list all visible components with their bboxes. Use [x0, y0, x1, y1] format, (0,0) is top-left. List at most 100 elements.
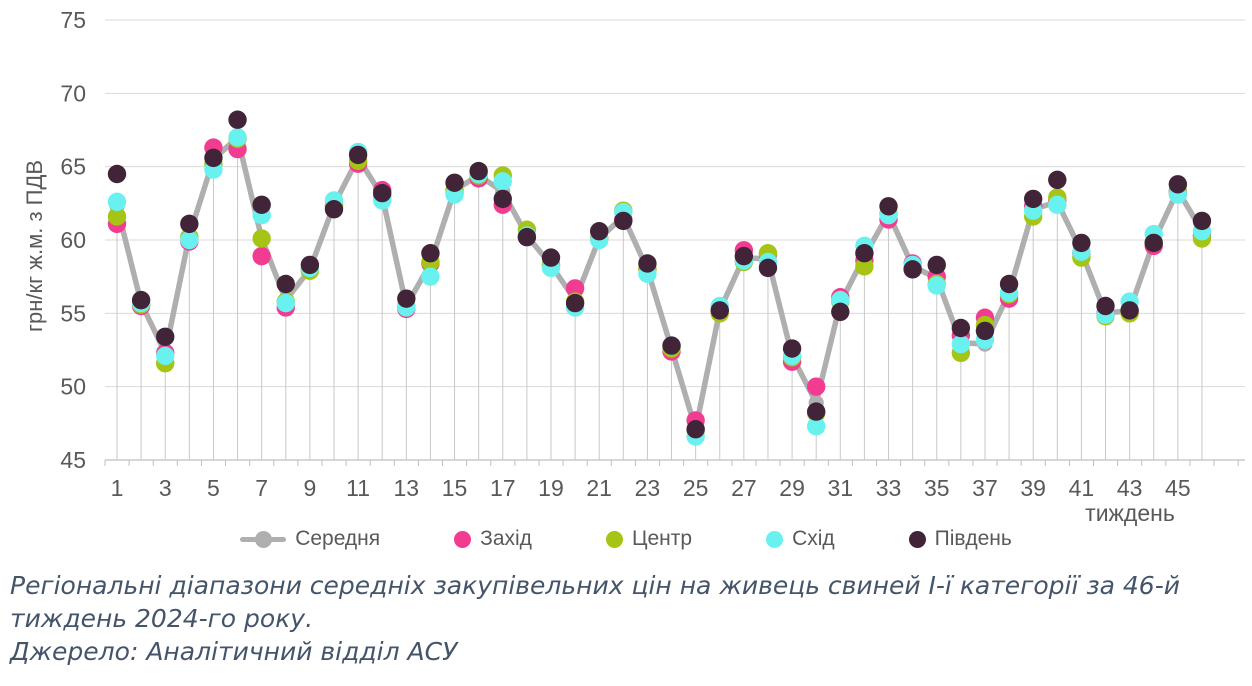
marker-pivden	[975, 321, 995, 341]
marker-pivden	[252, 195, 271, 214]
marker-pivden	[445, 173, 464, 192]
marker-pivden	[1072, 233, 1091, 253]
marker-pivden	[1048, 170, 1067, 190]
marker-pivden	[903, 260, 922, 279]
marker-pivden	[300, 255, 320, 275]
marker-skhid	[951, 334, 971, 354]
marker-skhid	[1048, 195, 1067, 214]
y-tick-label: 50	[60, 374, 86, 400]
marker-pivden	[373, 183, 392, 203]
marker-skhid	[276, 293, 295, 313]
y-axis-title: грн/кг ж.м. з ПДВ	[22, 160, 47, 332]
marker-skhid	[156, 346, 175, 366]
legend-label: Центр	[631, 527, 693, 550]
marker-pivden	[662, 336, 681, 355]
marker-pivden	[493, 189, 512, 209]
y-tick-label: 65	[60, 154, 86, 180]
legend-item-pivden: Південь	[908, 527, 1012, 551]
marker-pivden	[927, 255, 946, 275]
x-tick-label: 33	[876, 475, 902, 501]
marker-pivden	[1168, 175, 1188, 194]
marker-skhid	[180, 230, 199, 250]
marker-pivden	[879, 197, 898, 216]
marker-skhid	[421, 267, 440, 286]
marker-skhid	[107, 192, 127, 212]
chart-legend: Середня Захід Центр Схід Південь	[0, 527, 1252, 551]
marker-zakhid	[806, 377, 826, 396]
marker-pivden	[855, 244, 874, 263]
marker-pivden	[421, 244, 440, 263]
legend-label: Середня	[295, 527, 381, 550]
legend-label: Південь	[934, 527, 1012, 550]
x-tick-label: 19	[538, 475, 564, 501]
x-tick-label: 17	[490, 475, 516, 501]
x-tick-label: 25	[683, 475, 709, 501]
legend-dot-icon	[605, 530, 623, 548]
marker-pivden	[686, 420, 705, 439]
y-tick-label: 70	[60, 80, 86, 106]
marker-pivden	[397, 289, 416, 308]
marker-pivden	[1023, 189, 1043, 209]
caption-text: Регіональні діапазони середніх закупівел…	[10, 571, 1180, 633]
legend-item-zakhid: Захід	[454, 527, 532, 551]
marker-pivden	[517, 227, 537, 247]
x-tick-label: 1	[111, 475, 124, 501]
marker-pivden	[638, 254, 657, 273]
x-tick-label: 31	[828, 475, 854, 501]
x-tick-label: 9	[303, 475, 316, 501]
x-tick-label: 29	[779, 475, 805, 501]
x-tick-label: 21	[586, 475, 612, 501]
marker-tsentr	[855, 257, 874, 276]
marker-pivden	[107, 164, 127, 184]
marker-zakhid	[252, 246, 271, 266]
y-tick-label: 55	[60, 300, 86, 326]
marker-skhid	[493, 172, 512, 191]
legend-item-tsentr: Центр	[605, 527, 693, 551]
y-tick-label: 60	[60, 227, 86, 253]
legend-label: Схід	[792, 527, 835, 550]
marker-tsentr	[107, 207, 127, 226]
marker-pivden	[348, 145, 368, 165]
x-tick-label: 43	[1117, 475, 1143, 501]
y-tick-label: 75	[60, 7, 86, 33]
x-tick-label: 35	[924, 475, 950, 501]
y-tick-label: 45	[60, 447, 86, 473]
figure-caption-block: Регіональні діапазони середніх закупівел…	[10, 569, 1246, 668]
marker-pivden	[565, 293, 585, 313]
x-tick-label: 13	[394, 475, 420, 501]
marker-pivden	[806, 402, 826, 421]
marker-skhid	[806, 417, 826, 436]
marker-pivden	[204, 148, 223, 168]
x-tick-label: 23	[635, 475, 661, 501]
marker-pivden	[156, 327, 175, 346]
marker-pivden	[1120, 301, 1139, 320]
marker-pivden	[782, 339, 802, 358]
x-tick-label: 3	[159, 475, 172, 501]
marker-pivden	[1096, 296, 1115, 316]
marker-pivden	[131, 290, 151, 310]
marker-skhid	[228, 128, 247, 147]
marker-skhid	[927, 276, 946, 295]
caption-source: Джерело: Аналітичний відділ АСУ	[10, 637, 458, 666]
marker-pivden	[276, 274, 295, 294]
legend-item-serednya: Середня	[240, 527, 380, 551]
x-axis-title: тиждень	[1085, 500, 1175, 526]
x-tick-label: 27	[731, 475, 757, 501]
x-tick-label: 41	[1069, 475, 1095, 501]
marker-pivden	[614, 211, 633, 231]
x-tick-label: 5	[207, 475, 220, 501]
legend-label: Захід	[480, 527, 532, 550]
legend-dot-icon	[766, 530, 784, 548]
marker-zakhid	[565, 279, 585, 298]
marker-pivden	[180, 214, 199, 234]
marker-pivden	[1144, 233, 1163, 253]
legend-item-skhid: Схід	[766, 527, 835, 551]
marker-pivden	[541, 248, 561, 267]
legend-dot-icon	[908, 530, 926, 548]
legend-dot-icon	[454, 530, 472, 548]
marker-pivden	[469, 161, 488, 181]
marker-pivden	[999, 274, 1019, 294]
marker-pivden	[228, 110, 247, 129]
